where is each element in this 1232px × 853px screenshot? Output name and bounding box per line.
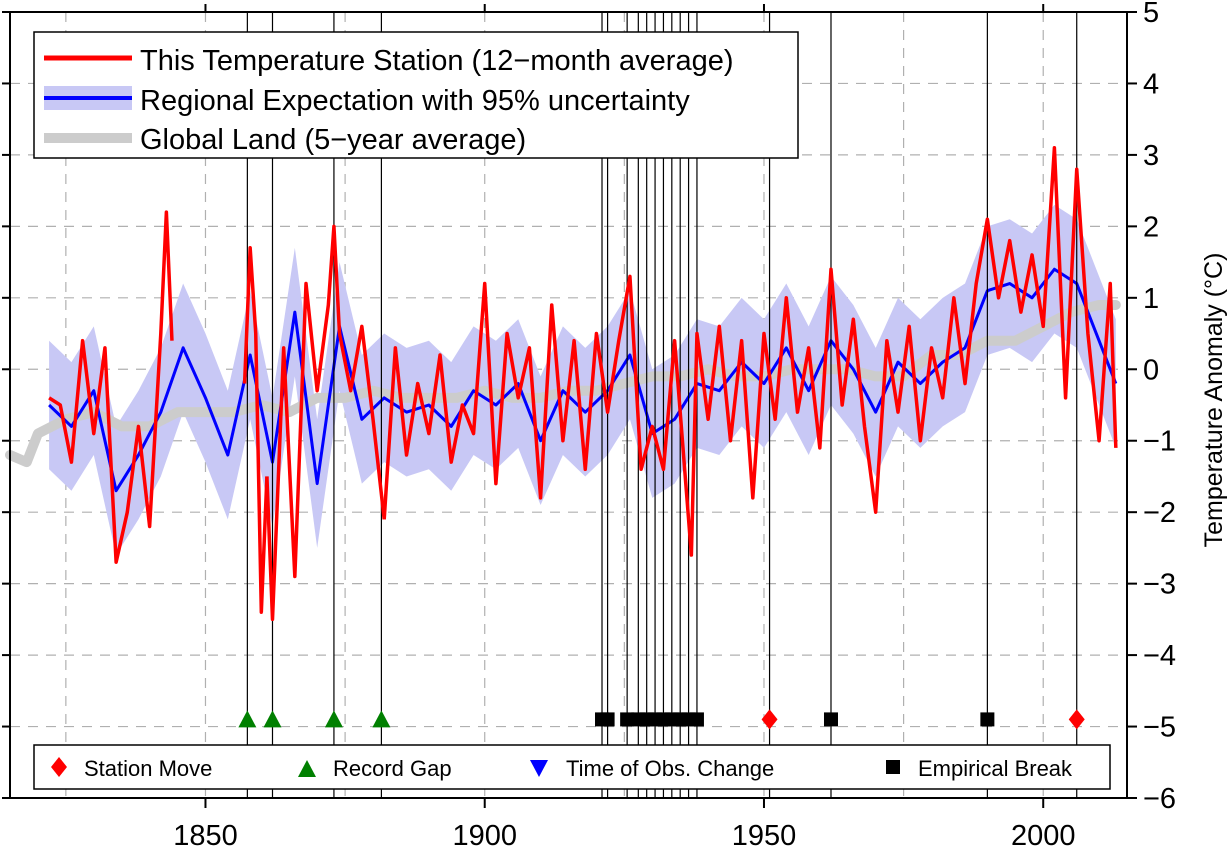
record-gap-marker <box>238 710 257 728</box>
plot-frame <box>9 11 1128 799</box>
legend-time-of-obs-marker <box>530 760 548 777</box>
y-tick-label: 4 <box>1143 68 1159 100</box>
legend-regional-label: Regional Expectation with 95% uncertaint… <box>140 85 690 117</box>
record-gap-marker <box>372 710 391 728</box>
y-tick-label: −4 <box>1143 640 1176 672</box>
break-markers <box>238 709 1085 730</box>
regional-expectation-line <box>48 267 1118 493</box>
global-land-line <box>5 299 1121 468</box>
y-tick-label: −5 <box>1143 712 1176 744</box>
legend-global-label: Global Land (5−year average) <box>140 124 526 156</box>
x-tick-label: 1850 <box>173 820 238 852</box>
regional-uncertainty-band <box>49 204 1116 556</box>
legend-empirical-break-marker <box>886 760 900 774</box>
y-tick-label: −6 <box>1143 783 1176 815</box>
empirical-break-marker <box>689 712 704 727</box>
global-land-series <box>5 299 1121 468</box>
uncertainty-band <box>49 204 1116 556</box>
y-tick-label: 5 <box>1143 0 1159 29</box>
empirical-break-marker <box>600 712 615 727</box>
legend-top: This Temperature Station (12−month avera… <box>33 31 799 159</box>
empirical-break-marker <box>620 712 635 727</box>
legend-record-gap-marker <box>298 760 316 777</box>
legend-station-label: This Temperature Station (12−month avera… <box>140 45 733 77</box>
legend-empirical-break-label: Empirical Break <box>918 756 1073 781</box>
station-line-segment <box>48 210 174 564</box>
legend-time-of-obs-label: Time of Obs. Change <box>566 756 774 781</box>
x-tick-label: 1950 <box>732 820 797 852</box>
x-tick-label: 2000 <box>1011 820 1076 852</box>
legend-record-gap-label: Record Gap <box>333 756 452 781</box>
record-gap-marker <box>263 710 282 728</box>
axis-ticks: 5 4 3 2 1 0 −1 −2 −3 −4 −5 −6 1850 1900 1950 2000 <box>2 0 1176 852</box>
y-tick-label: 2 <box>1143 211 1159 243</box>
station-move-marker <box>1068 709 1085 730</box>
empirical-break-marker <box>980 712 995 727</box>
station-series <box>48 146 1118 622</box>
station-line-segment <box>242 246 269 614</box>
y-tick-label: 0 <box>1143 354 1159 386</box>
y-tick-label: −2 <box>1143 497 1176 529</box>
station-move-marker <box>761 709 778 730</box>
legend-bottom: Station Move Record Gap Time of Obs. Cha… <box>33 744 1111 790</box>
station-line-segment <box>382 146 1118 557</box>
y-tick-label: 1 <box>1143 283 1159 315</box>
station-line-segment <box>265 224 386 622</box>
legend-station-move-label: Station Move <box>84 756 212 781</box>
y-tick-label: 3 <box>1143 140 1159 172</box>
regional-expectation-series <box>48 267 1118 493</box>
legend-top-box <box>33 31 799 159</box>
legend-station-move-marker <box>51 757 67 777</box>
record-gap-marker <box>324 710 343 728</box>
y-tick-label: −1 <box>1143 426 1176 458</box>
empirical-break-marker <box>823 712 838 727</box>
x-tick-label: 1900 <box>452 820 517 852</box>
y-tick-label: −3 <box>1143 569 1176 601</box>
y-axis-label: Temperature Anomaly (°C) <box>1200 253 1228 548</box>
legend-bottom-box <box>33 744 1111 790</box>
